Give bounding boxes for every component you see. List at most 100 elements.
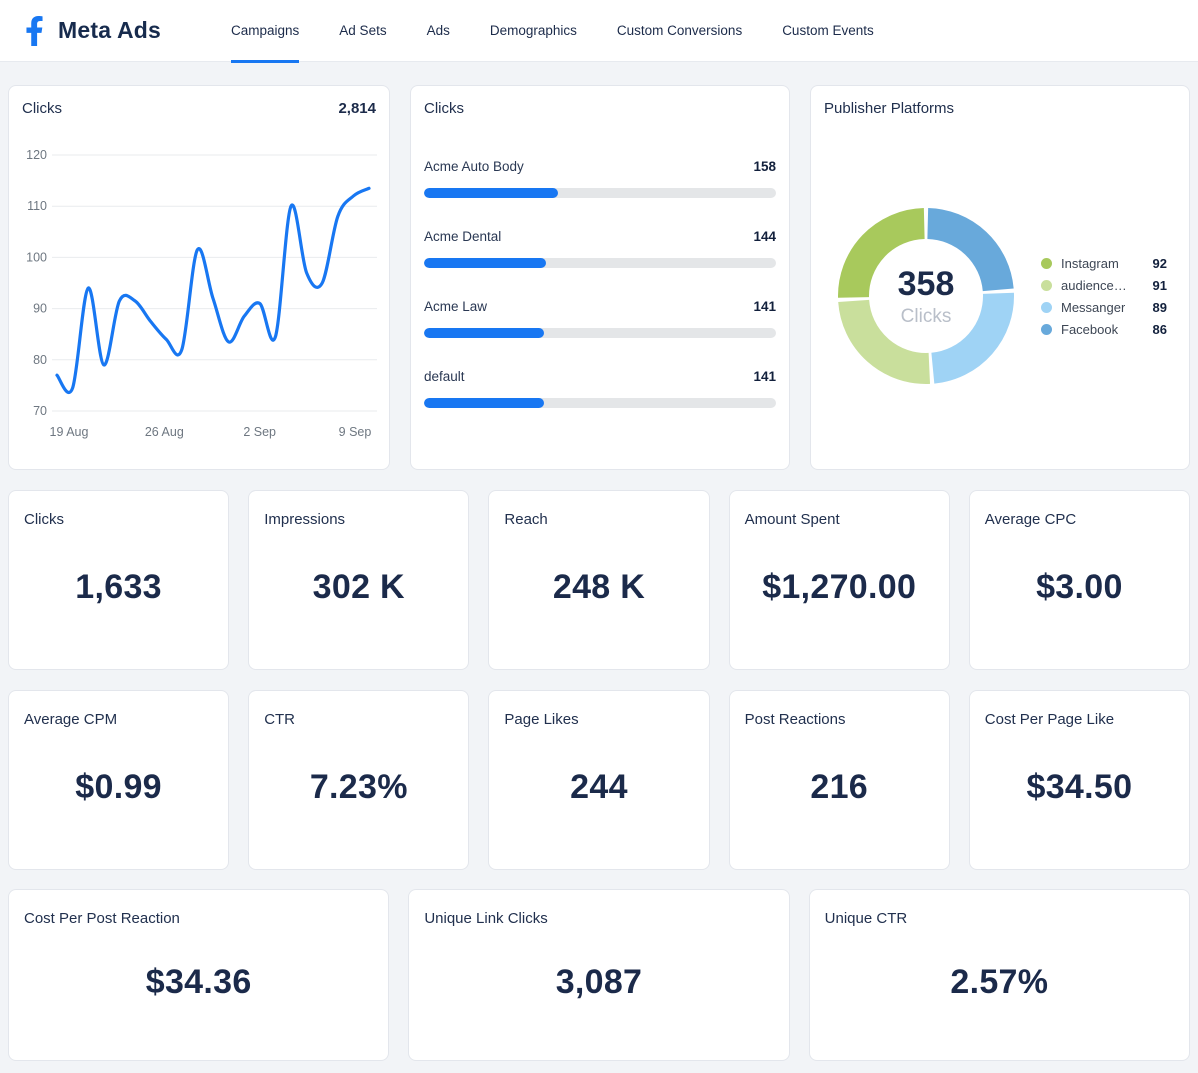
x-tick-label: 2 Sep [243, 425, 276, 439]
tab-ad-sets[interactable]: Ad Sets [339, 23, 387, 38]
kpi-valuebox: $1,270.00 [730, 528, 949, 669]
kpi-value: $34.36 [145, 963, 252, 1001]
app-header: Meta Ads Campaigns Ad Sets Ads Demographics… [0, 0, 1198, 63]
legend-dot [1041, 323, 1052, 335]
kpi-row-2: Average CPM $0.99 CTR 7.23% Page Likes 244 Pos… [8, 690, 1190, 870]
donut-row: 358 Clicks Instagram 92 audience… 91 Messang… [823, 201, 1177, 391]
donut-slice-facebook [926, 208, 1014, 292]
legend-label: Instagram [1061, 255, 1119, 271]
kpi-label: Post Reactions [744, 711, 846, 728]
kpi-card-impressions: Impressions 302 K [248, 490, 470, 670]
campaign-clicks-value: 158 [753, 159, 776, 174]
kpi-valuebox: 3,087 [409, 927, 788, 1060]
kpi-card-post-reactions: Post Reactions 216 [728, 690, 950, 870]
kpi-value: $3.00 [1036, 568, 1123, 606]
donut-svg [838, 208, 1014, 384]
campaign-row-default: default 141 [424, 369, 776, 408]
bar-track [424, 328, 776, 338]
kpi-valuebox: 302 K [249, 528, 468, 669]
facebook-logo-icon [26, 15, 43, 46]
tab-ads[interactable]: Ads [426, 23, 450, 38]
bar-track [424, 258, 776, 268]
app-title: Meta Ads [58, 17, 161, 43]
campaign-clicks-value: 144 [753, 229, 776, 244]
kpi-valuebox: $3.00 [970, 528, 1189, 669]
tab-campaigns[interactable]: Campaigns [231, 0, 300, 63]
bar-track [424, 188, 776, 198]
bar-fill [424, 258, 547, 268]
legend-value: 86 [1152, 321, 1167, 337]
publisher-platforms-card: Publisher Platforms 358 Clicks Instagram… [810, 85, 1190, 470]
kpi-label: Page Likes [504, 711, 579, 728]
campaign-row-header: Acme Law 141 [424, 299, 776, 314]
kpi-value: 1,633 [75, 568, 162, 606]
legend-value: 89 [1152, 299, 1167, 315]
kpi-valuebox: $0.99 [9, 728, 228, 869]
tab-custom-conversions[interactable]: Custom Conversions [616, 23, 743, 38]
card-head: Clicks [423, 98, 777, 117]
legend-dot [1041, 301, 1052, 313]
donut-slice-audience [838, 299, 931, 384]
legend-item-audience: audience… 91 [1041, 278, 1167, 293]
kpi-valuebox: $34.36 [9, 927, 388, 1060]
legend-value: 92 [1152, 255, 1167, 271]
brand: Meta Ads [24, 15, 161, 46]
dashboard: Clicks 2,814 120 110 100 90 80 70 19 Aug 26 Aug… [0, 62, 1198, 1073]
tab-custom-events[interactable]: Custom Events [782, 23, 874, 38]
clicks-by-campaign-card: Clicks Acme Auto Body 158 Acme Dental 144 Ac… [410, 85, 790, 470]
kpi-card-clicks: Clicks 1,633 [8, 490, 230, 670]
campaign-clicks-list: Acme Auto Body 158 Acme Dental 144 Acme Law 1… [423, 159, 777, 408]
kpi-card-ctr: CTR 7.23% [248, 690, 470, 870]
kpi-valuebox: 248 K [489, 528, 708, 669]
nav-tabs: Campaigns Ad Sets Ads Demographics Custom Co… [231, 0, 874, 63]
legend-label: audience… [1061, 277, 1127, 293]
campaign-row-acme-law: Acme Law 141 [424, 299, 776, 338]
kpi-label: Clicks [24, 511, 64, 528]
kpi-value: 216 [810, 768, 869, 806]
kpi-value: $0.99 [75, 768, 162, 806]
clicks-trend-line [55, 186, 371, 395]
kpi-label: Reach [504, 511, 548, 528]
kpi-value: 2.57% [950, 963, 1049, 1001]
y-tick-label: 90 [33, 302, 47, 316]
kpi-card-reach: Reach 248 K [488, 490, 710, 670]
kpi-card-average-cpc: Average CPC $3.00 [968, 490, 1190, 670]
x-tick-label: 19 Aug [50, 425, 89, 439]
kpi-label: Impressions [264, 511, 346, 528]
kpi-valuebox: 244 [489, 728, 708, 869]
kpi-card-page-likes: Page Likes 244 [488, 690, 710, 870]
legend-value: 91 [1152, 277, 1167, 293]
campaign-clicks-value: 141 [753, 299, 776, 314]
kpi-value: 3,087 [555, 963, 643, 1001]
kpi-label: Cost Per Post Reaction [24, 910, 180, 927]
bar-fill [424, 328, 544, 338]
x-tick-label: 26 Aug [145, 425, 184, 439]
donut-legend: Instagram 92 audience… 91 Messanger 89 Faceboo… [1041, 256, 1167, 337]
card-head: Clicks 2,814 [21, 98, 377, 117]
card-title: Clicks [22, 100, 62, 117]
kpi-row-1: Clicks 1,633 Impressions 302 K Reach 248 K Amo… [8, 490, 1190, 670]
kpi-value: 248 K [552, 568, 646, 606]
campaign-label: Acme Dental [424, 229, 502, 244]
campaign-row-header: Acme Auto Body 158 [424, 159, 776, 174]
bar-track [424, 398, 776, 408]
card-title: Publisher Platforms [824, 100, 955, 117]
card-head: Publisher Platforms [823, 98, 1177, 117]
campaign-label: Acme Law [424, 299, 488, 314]
y-tick-label: 110 [27, 199, 47, 213]
kpi-card-amount-spent: Amount Spent $1,270.00 [728, 490, 950, 670]
x-tick-label: 9 Sep [339, 425, 372, 439]
bar-fill [424, 398, 544, 408]
legend-item-messanger: Messanger 89 [1041, 300, 1167, 315]
kpi-label: Unique Link Clicks [424, 910, 548, 927]
campaign-row-header: default 141 [424, 369, 776, 384]
y-tick-label: 70 [33, 404, 47, 418]
y-tick-label: 100 [26, 250, 47, 264]
kpi-row-3: Cost Per Post Reaction $34.36 Unique Link … [8, 889, 1190, 1061]
donut-slice-instagram [838, 208, 926, 298]
legend-dot [1041, 279, 1052, 291]
kpi-card-unique-link-clicks: Unique Link Clicks 3,087 [408, 889, 790, 1061]
tab-demographics[interactable]: Demographics [489, 23, 577, 38]
campaign-row-acme-dental: Acme Dental 144 [424, 229, 776, 268]
